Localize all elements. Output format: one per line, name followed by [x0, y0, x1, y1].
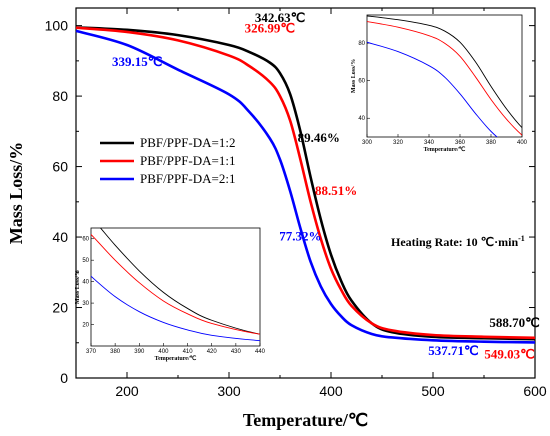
y-tick-label: 100: [45, 18, 69, 34]
inset-bottom-y-tick-label: 60: [82, 237, 89, 243]
inset-top-series-line-2: [367, 21, 522, 136]
inset-top-series-group: [367, 15, 522, 137]
x-tick-label: 500: [421, 383, 445, 399]
inset-top-x-axis-title: Temperature/℃: [424, 146, 466, 153]
y-tick-label: 60: [52, 159, 68, 175]
y-tick-label: 80: [52, 88, 68, 104]
inset-top-x-tick-label: 300: [362, 140, 373, 146]
series-line-1: [75, 26, 536, 341]
inset-bottom-series-line-3: [91, 275, 260, 342]
inset-bottom-series-line-2: [91, 233, 260, 335]
inset-bottom-x-tick-label: 400: [158, 349, 169, 355]
x-axis-title: Temperature/℃: [243, 410, 368, 430]
inset-top-x-tick-label: 400: [517, 140, 528, 146]
inset-bottom-frame: [90, 227, 261, 347]
inset-bottom-x-axis-title: Temperature/℃: [155, 355, 197, 362]
y-tick-label: 0: [60, 370, 68, 386]
inset-bottom-x-tick-label: 440: [255, 349, 266, 355]
inset-top-x-tick-label: 340: [424, 140, 435, 146]
inset-bottom-y-tick-label: 50: [82, 258, 89, 264]
x-tick-label: 300: [217, 383, 241, 399]
x-tick-label: 600: [523, 383, 547, 399]
inset-top-x-tick-label: 380: [486, 140, 497, 146]
annotation-label-1: 342.63℃: [255, 10, 305, 25]
inset-bottom-x-tick-label: 390: [134, 349, 145, 355]
annotation-label-3: 339.15℃: [112, 54, 162, 69]
annotation-label-7: 588.70℃: [489, 315, 539, 330]
inset-bottom-x-tick-label: 430: [231, 349, 242, 355]
annotation-label-5: 88.51%: [315, 183, 357, 198]
inset-bottom-series-group: [91, 228, 260, 342]
annotation-label-6: 77.32%: [279, 229, 321, 244]
inset-bottom-y-axis-title: Mass Loss/%: [75, 270, 81, 304]
x-tick-label: 200: [115, 383, 139, 399]
inset-top-series-line-1: [367, 15, 522, 129]
inset-top-y-tick-label: 60: [358, 79, 365, 85]
inset-bottom-series-line-1: [99, 228, 260, 335]
inset-top-y-tick-label: 40: [358, 116, 365, 122]
plot-frame: [75, 7, 536, 379]
legend-label-2: PBF/PPF-DA=1:1: [140, 153, 235, 168]
annotation-label-8: 537.71℃: [428, 343, 478, 358]
x-tick-label: 400: [319, 383, 343, 399]
inset-top-y-tick-label: 80: [358, 41, 365, 47]
inset-top-y-axis-title: Mass Loss/%: [351, 59, 357, 93]
inset-top-series-line-3: [367, 41, 498, 137]
annotation-label-2: 326.99℃: [245, 21, 295, 36]
inset-bottom-y-tick-label: 30: [82, 301, 89, 307]
y-tick-label: 40: [52, 229, 68, 245]
y-tick-label: 20: [52, 300, 68, 316]
annotation-label-9: 549.03℃: [484, 347, 534, 362]
inset-bottom-y-tick-label: 40: [82, 280, 89, 286]
series-line-2: [75, 26, 536, 340]
legend-label-3: PBF/PPF-DA=2:1: [140, 171, 235, 186]
y-axis-title: Mass Loss/%: [6, 142, 26, 245]
heating-rate-exponent: -1: [518, 234, 525, 243]
inset-top-x-tick-label: 360: [455, 140, 466, 146]
inset-bottom-x-tick-label: 410: [183, 349, 194, 355]
inset-bottom-x-tick-label: 420: [207, 349, 218, 355]
inset-top-x-tick-label: 320: [393, 140, 404, 146]
inset-top-frame: [366, 14, 523, 138]
legend-label-1: PBF/PPF-DA=1:2: [140, 135, 235, 150]
annotation-label-4: 89.46%: [298, 130, 340, 145]
inset-bottom-x-tick-label: 370: [86, 349, 97, 355]
inset-bottom-x-tick-label: 380: [110, 349, 121, 355]
heating-rate-label: Heating Rate: 10 ℃·min-1: [391, 234, 525, 249]
series-line-3: [75, 29, 536, 344]
inset-bottom-y-tick-label: 20: [82, 323, 89, 329]
heating-rate-text: Heating Rate: 10 ℃·min: [391, 235, 518, 249]
